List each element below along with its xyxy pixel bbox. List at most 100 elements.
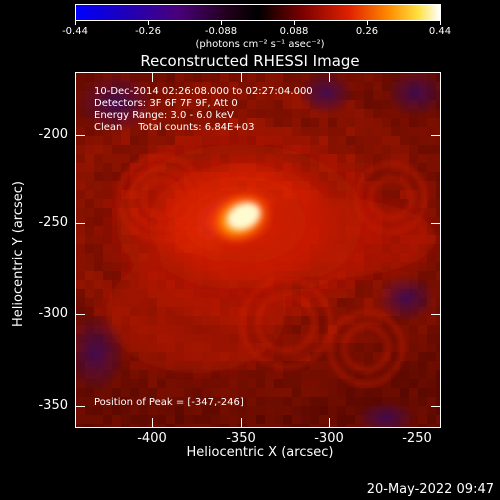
image-pixel [283,82,292,91]
image-pixel [112,406,121,415]
image-pixel [175,379,184,388]
image-pixel [220,370,229,379]
image-pixel [175,118,184,127]
image-pixel [436,307,440,316]
image-pixel [373,343,382,352]
image-pixel [319,424,328,427]
image-pixel [103,280,112,289]
image-pixel [85,235,94,244]
image-pixel [400,199,409,208]
image-pixel [85,208,94,217]
image-pixel [175,397,184,406]
x-tick [241,418,242,428]
image-pixel [382,82,391,91]
colorbar-tick-label: -0.088 [204,26,238,37]
image-pixel [427,136,436,145]
image-pixel [85,199,94,208]
image-pixel [283,118,292,127]
image-pixel [346,289,355,298]
image-pixel [166,109,175,118]
image-pixel [391,334,400,343]
image-pixel [427,253,436,262]
image-pixel [211,388,220,397]
image-pixel [418,316,427,325]
image-pixel [391,271,400,280]
image-pixel [85,163,94,172]
image-pixel [76,415,85,424]
image-pixel [319,388,328,397]
image-pixel [427,271,436,280]
image-pixel [337,307,346,316]
image-pixel [301,415,310,424]
image-pixel [175,388,184,397]
image-pixel [157,136,166,145]
image-pixel [346,316,355,325]
image-pixel [247,82,256,91]
image-pixel [391,127,400,136]
image-pixel [121,397,130,406]
image-pixel [418,388,427,397]
image-pixel [175,100,184,109]
image-pixel [202,73,211,82]
image-pixel [292,100,301,109]
image-pixel [373,388,382,397]
clean-counts-label: Clean Total counts: 6.84E+03 [94,122,255,133]
image-pixel [400,325,409,334]
image-pixel [229,424,238,427]
image-pixel [346,352,355,361]
image-pixel [283,127,292,136]
image-pixel [94,271,103,280]
image-pixel [382,154,391,163]
image-pixel [103,424,112,427]
image-pixel [94,424,103,427]
image-pixel [76,181,85,190]
image-pixel [220,379,229,388]
image-pixel [301,424,310,427]
image-pixel [292,370,301,379]
image-pixel [292,379,301,388]
image-pixel [427,127,436,136]
image-pixel [175,82,184,91]
image-pixel [283,388,292,397]
image-pixel [112,154,121,163]
image-pixel [238,91,247,100]
image-pixel [292,127,301,136]
image-pixel [148,379,157,388]
image-pixel [184,424,193,427]
image-pixel [409,208,418,217]
image-pixel [139,127,148,136]
image-pixel [283,424,292,427]
image-pixel [436,379,440,388]
image-pixel [130,127,139,136]
image-pixel [238,406,247,415]
image-pixel [355,136,364,145]
image-pixel [292,325,301,334]
image-pixel [76,154,85,163]
image-pixel [292,316,301,325]
image-pixel [373,82,382,91]
image-pixel [310,361,319,370]
image-pixel [319,334,328,343]
image-pixel [130,370,139,379]
image-pixel [364,361,373,370]
image-pixel [76,118,85,127]
image-pixel [76,271,85,280]
image-pixel [337,361,346,370]
image-pixel [76,136,85,145]
image-pixel [85,181,94,190]
image-pixel [328,325,337,334]
image-pixel [85,388,94,397]
image-pixel [193,109,202,118]
image-pixel [85,307,94,316]
image-pixel [319,406,328,415]
image-pixel [364,109,373,118]
image-pixel [409,397,418,406]
image-pixel [121,388,130,397]
image-pixel [166,406,175,415]
image-pixel [130,145,139,154]
image-pixel [139,145,148,154]
image-pixel [427,415,436,424]
image-pixel [112,136,121,145]
image-pixel [202,415,211,424]
image-pixel [364,91,373,100]
